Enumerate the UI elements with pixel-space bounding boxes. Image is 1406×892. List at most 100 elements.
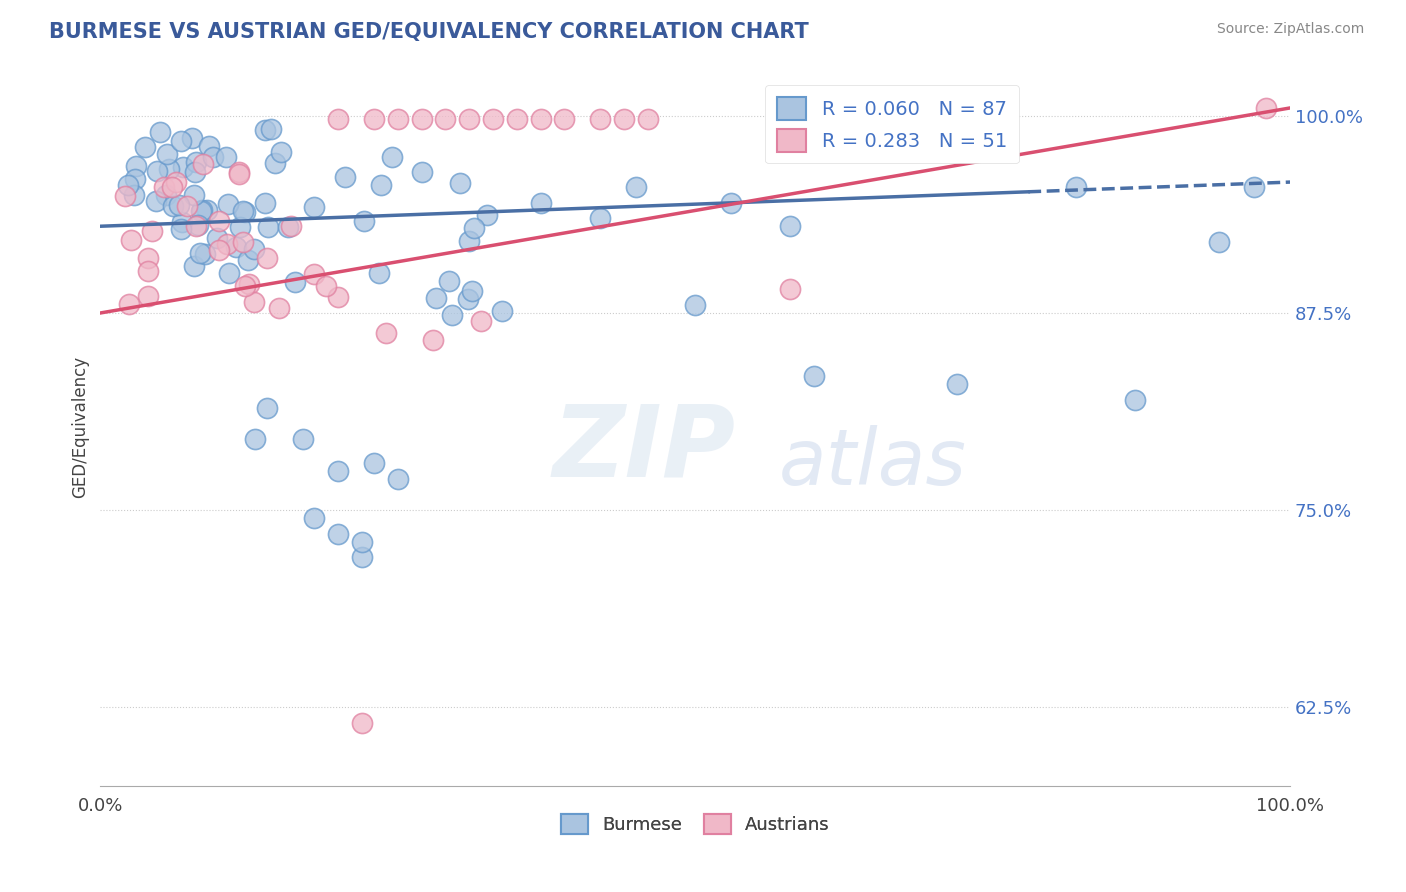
Point — [125, 159, 148, 173]
Point — [720, 195, 742, 210]
Point — [363, 456, 385, 470]
Point — [187, 218, 209, 232]
Point — [232, 235, 254, 249]
Point — [197, 203, 219, 218]
Point — [482, 112, 505, 126]
Point — [441, 308, 464, 322]
Point — [463, 221, 485, 235]
Point — [353, 214, 375, 228]
Point — [238, 252, 260, 267]
Point — [243, 432, 266, 446]
Point — [333, 170, 356, 185]
Point — [328, 464, 350, 478]
Point — [370, 178, 392, 193]
Point — [215, 150, 238, 164]
Point — [172, 161, 194, 175]
Point — [461, 285, 484, 299]
Point — [803, 369, 825, 384]
Point — [183, 188, 205, 202]
Point — [470, 314, 492, 328]
Text: BURMESE VS AUSTRIAN GED/EQUIVALENCY CORRELATION CHART: BURMESE VS AUSTRIAN GED/EQUIVALENCY CORR… — [49, 22, 808, 42]
Point — [201, 151, 224, 165]
Point — [1208, 235, 1230, 249]
Point — [352, 534, 374, 549]
Point — [153, 180, 176, 194]
Point — [190, 204, 212, 219]
Point — [475, 209, 498, 223]
Point — [232, 204, 254, 219]
Point — [613, 112, 636, 126]
Point — [589, 211, 612, 226]
Point — [529, 195, 551, 210]
Point — [457, 292, 479, 306]
Point — [328, 526, 350, 541]
Point — [194, 247, 217, 261]
Point — [506, 112, 529, 126]
Point — [170, 215, 193, 229]
Point — [243, 294, 266, 309]
Point — [367, 266, 389, 280]
Text: ZIP: ZIP — [553, 401, 735, 498]
Point — [387, 112, 409, 126]
Point — [1125, 392, 1147, 407]
Point — [291, 432, 314, 446]
Point — [156, 147, 179, 161]
Point — [257, 220, 280, 235]
Point — [233, 204, 256, 219]
Point — [304, 267, 326, 281]
Point — [280, 219, 302, 234]
Point — [198, 139, 221, 153]
Point — [304, 511, 326, 525]
Point — [270, 145, 292, 159]
Point — [946, 376, 969, 391]
Point — [218, 266, 240, 280]
Point — [779, 282, 801, 296]
Point — [253, 123, 276, 137]
Point — [186, 155, 208, 169]
Point — [411, 165, 433, 179]
Point — [434, 112, 457, 126]
Point — [277, 219, 299, 234]
Point — [253, 195, 276, 210]
Point — [205, 231, 228, 245]
Point — [176, 199, 198, 213]
Point — [190, 202, 212, 217]
Point — [124, 171, 146, 186]
Point — [267, 301, 290, 316]
Point — [217, 197, 239, 211]
Point — [136, 251, 159, 265]
Point — [136, 264, 159, 278]
Point — [387, 472, 409, 486]
Point — [160, 179, 183, 194]
Y-axis label: GED/Equivalency: GED/Equivalency — [72, 356, 89, 499]
Point — [215, 237, 238, 252]
Point — [141, 224, 163, 238]
Point — [328, 290, 350, 304]
Point — [256, 401, 278, 415]
Point — [184, 165, 207, 179]
Point — [256, 251, 278, 265]
Point — [352, 550, 374, 565]
Point — [191, 157, 214, 171]
Point — [260, 122, 283, 136]
Point — [162, 199, 184, 213]
Point — [553, 112, 575, 126]
Point — [302, 200, 325, 214]
Point — [328, 112, 350, 126]
Point — [167, 197, 190, 211]
Point — [242, 242, 264, 256]
Point — [229, 220, 252, 235]
Point — [146, 164, 169, 178]
Point — [208, 243, 231, 257]
Point — [117, 178, 139, 192]
Point — [134, 140, 156, 154]
Point — [114, 188, 136, 202]
Point — [284, 275, 307, 289]
Point — [411, 112, 433, 126]
Point — [183, 259, 205, 273]
Point — [374, 326, 396, 341]
Point — [165, 175, 187, 189]
Point — [589, 112, 612, 126]
Point — [264, 155, 287, 169]
Point — [188, 246, 211, 260]
